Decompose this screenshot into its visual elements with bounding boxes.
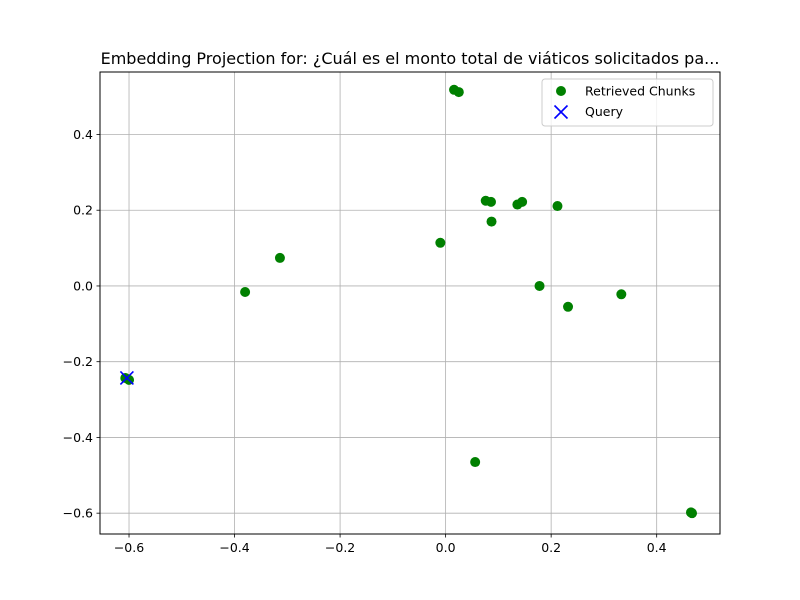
y-tick-label: 0.0 — [73, 278, 93, 293]
retrieved-chunk-point — [552, 201, 563, 212]
x-tick-label: 0.4 — [647, 540, 667, 555]
y-tick-label: −0.2 — [63, 354, 93, 369]
plot-area: −0.6 −0.4 −0.2 0.0 0.2 0.4 −0.6 −0.4 −0.2 0.0 0.2 0… — [63, 71, 721, 555]
x-tick-label: 0.2 — [541, 540, 561, 555]
legend-label-retrieved-chunks: Retrieved Chunks — [585, 84, 695, 99]
y-tick-label: −0.4 — [63, 430, 93, 445]
retrieved-chunk-point — [486, 216, 497, 227]
axis-ticks: −0.6 −0.4 −0.2 0.0 0.2 0.4 −0.6 −0.4 −0.2 0.0 0.2 0… — [63, 127, 667, 555]
legend-marker-retrieved-chunks — [556, 86, 566, 96]
retrieved-chunk-point — [485, 196, 496, 207]
x-tick-label: 0.0 — [436, 540, 456, 555]
retrieved-chunk-point — [470, 457, 481, 468]
legend-marker-query — [553, 104, 569, 120]
retrieved-chunk-point — [563, 301, 574, 312]
y-tick-label: 0.4 — [73, 127, 93, 142]
grid-lines — [100, 72, 720, 534]
retrieved-chunk-point — [534, 280, 545, 291]
retrieved-chunk-point — [120, 372, 131, 383]
x-tick-label: −0.2 — [325, 540, 355, 555]
x-tick-label: −0.6 — [114, 540, 144, 555]
data-points — [119, 84, 698, 519]
retrieved-chunk-point — [274, 252, 285, 263]
legend-box — [541, 78, 714, 127]
retrieved-chunk-point — [240, 287, 251, 298]
retrieved-chunk-point — [435, 237, 446, 248]
y-tick-label: −0.6 — [63, 506, 93, 521]
retrieved-chunk-point — [517, 196, 528, 207]
legend: Retrieved Chunks Query — [541, 78, 714, 127]
retrieved-chunk-point — [687, 508, 698, 519]
y-tick-label: 0.2 — [73, 203, 93, 218]
query-point — [119, 370, 134, 386]
chart-title: Embedding Projection for: ¿Cuál es el mo… — [101, 49, 720, 68]
retrieved-chunk-point — [453, 87, 464, 98]
axes-frame — [99, 71, 721, 535]
x-tick-label: −0.4 — [219, 540, 249, 555]
legend-label-query: Query — [585, 104, 624, 119]
retrieved-chunk-point — [616, 289, 627, 300]
